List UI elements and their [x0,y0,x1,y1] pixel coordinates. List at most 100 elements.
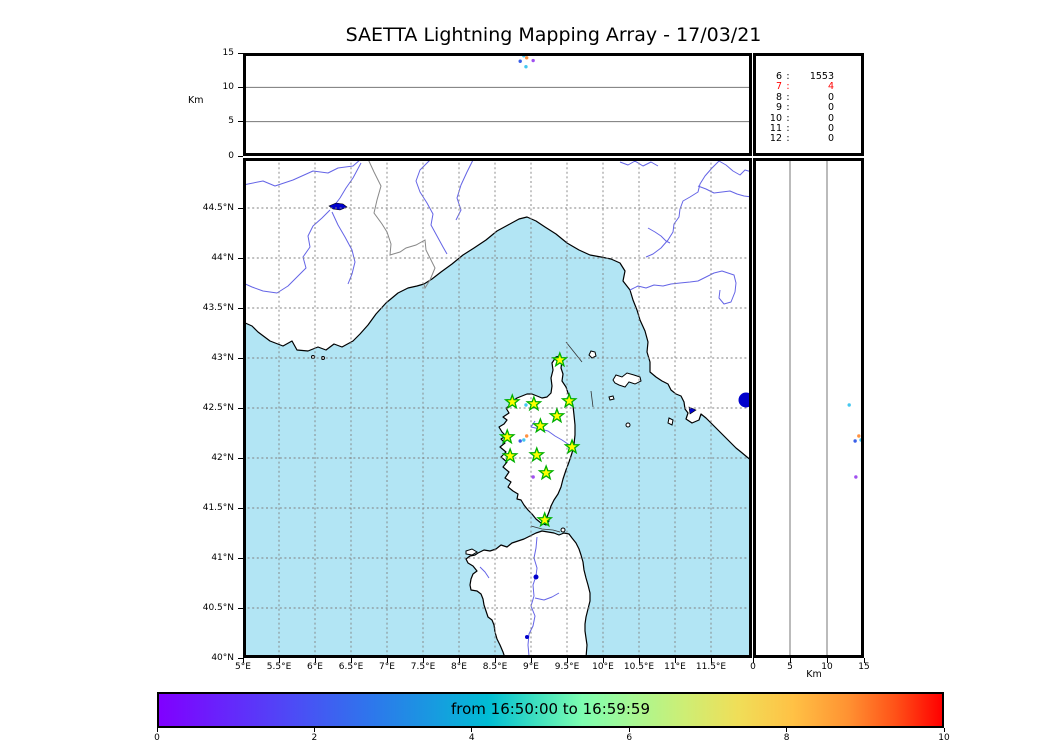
longitude-tick [710,658,712,663]
panel-background [753,158,864,658]
colorbar-tick [313,728,315,732]
latitude-tick [238,207,243,209]
latitude-tick [238,457,243,459]
river [333,162,362,207]
latitude-tick [238,307,243,309]
lightning-source-dot [857,434,861,438]
latitude-tick-label: 42°N [211,452,234,463]
longitude-tick [458,658,460,663]
mainland-coastline [243,158,752,462]
lightning-source-dot [847,403,851,407]
river [243,209,331,294]
count-value: 4 [827,81,834,93]
longitude-tick-label: 11°E [664,662,686,672]
sardinia-coastline [465,530,591,658]
colorbar-tick-label: 4 [468,733,475,743]
lightning-source-dot [531,58,535,63]
station-marker [501,447,519,464]
station-marker [531,417,549,434]
longitude-tick [638,658,640,663]
longitude-tick-label: 8.5°E [482,662,508,672]
lake [688,406,697,415]
island [608,395,615,401]
latitude-tick-label: 42.5°N [202,402,234,413]
colorbar-tick [471,728,473,732]
lightning-source-dot [524,403,528,407]
river [629,270,737,305]
station-marker [536,511,554,528]
longitude-tick [422,658,424,663]
latitude-tick-label: 41°N [211,552,234,563]
station-marker [551,351,569,368]
lightning-source-dot [524,56,529,60]
count-separator: : [786,81,790,93]
colorbar-tick-label: 6 [626,733,633,743]
count-value: 0 [827,102,834,114]
geography-layer [243,158,752,658]
longitude-tick [386,658,388,663]
lightning-source-dot [524,434,529,438]
altitude-tick-label: 15 [222,47,234,58]
panel-border [753,158,864,658]
colorbar-tick-label: 8 [783,733,790,743]
latitude-tick [238,357,243,359]
lightning-source-dot [854,475,858,479]
longitude-tick-label: 11.5°E [695,662,727,672]
lightning-source-dot [518,439,522,443]
island [465,548,478,556]
latitude-tick-label: 44°N [211,252,234,263]
station-marker [498,428,516,445]
colorbar-tick [943,728,945,732]
islet [560,527,566,533]
count-stations: 12 [769,133,782,145]
count-separator: : [786,102,790,114]
latitude-tick [238,407,243,409]
altitude-axis-label: Km [188,95,204,106]
count-separator: : [786,133,790,145]
right-altitude-tick [863,658,865,663]
count-value: 0 [827,123,834,135]
station-marker [563,438,581,455]
longitude-tick-label: 9°E [523,662,539,672]
count-value: 0 [827,133,834,145]
count-stations: 7 [775,81,782,93]
lightning-source-dot [524,65,528,69]
station-marker [503,393,521,410]
count-stations: 8 [775,91,782,103]
map-border [243,158,752,658]
altitude-tick [238,121,243,123]
river [697,185,752,198]
altitude-tick [238,86,243,88]
island [612,372,642,388]
altitude-tick-label: 0 [228,150,234,161]
latitude-altitude-panel [753,158,864,658]
colorbar-tick-label: 0 [154,733,160,743]
right-altitude-tick-label: 10 [821,662,833,672]
colorbar: from 16:50:00 to 16:59:59 [157,692,944,728]
lightning-source-dot [531,475,535,479]
latitude-tick-label: 41.5°N [202,502,234,513]
lightning-source-dot [522,438,526,442]
longitude-tick-label: 5°E [235,662,251,672]
station-marker [560,392,578,409]
longitude-tick [242,658,244,663]
count-stations: 9 [775,102,782,114]
altitude-tick-label: 10 [222,81,234,92]
count-value: 0 [827,91,834,103]
source-counts-list: 6: 1553 7: 4 8: 0 9: 0 10: 0 11: 0 12: 0 [760,71,834,145]
boundary-line [565,341,583,363]
right-altitude-tick [752,658,754,663]
panel-background [243,53,752,156]
longitude-tick [314,658,316,663]
count-separator: : [786,123,790,135]
count-separator: : [786,91,790,103]
longitude-tick-label: 7.5°E [410,662,436,672]
lake [525,635,529,639]
latitude-tick-label: 44.5°N [202,202,234,213]
river [331,211,356,285]
latitude-tick [238,257,243,259]
longitude-tick-label: 5.5°E [266,662,292,672]
count-separator: : [786,112,790,124]
map-panel [243,158,752,658]
colorbar-tick-label: 10 [938,733,950,743]
